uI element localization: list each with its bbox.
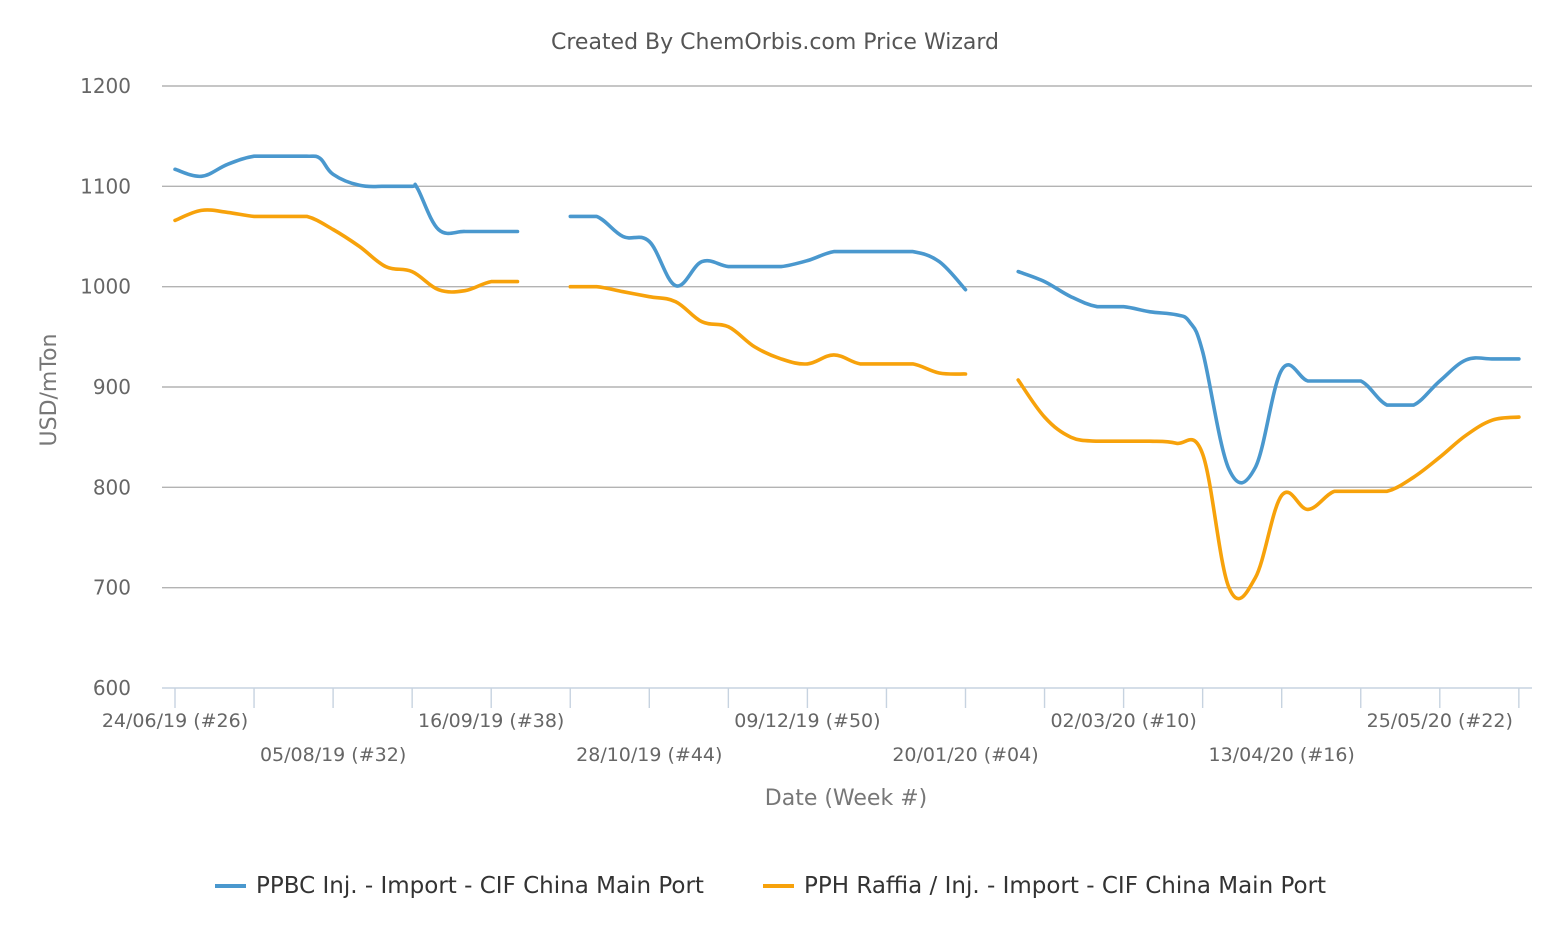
x-tick-label: 05/08/19 (#32)	[260, 744, 406, 766]
y-axis: 600 700 800 900 1000 1100 1200	[80, 74, 131, 700]
chart-title: Created By ChemOrbis.com Price Wizard	[551, 30, 999, 55]
x-tick-label: 24/06/19 (#26)	[102, 710, 248, 732]
y-tick-label: 1000	[80, 275, 131, 299]
legend-label-2: PPH Raffia / Inj. - Import - CIF China M…	[804, 873, 1326, 899]
y-tick-label: 1200	[80, 74, 131, 98]
series-1-line-segment-3	[1016, 269, 1521, 485]
x-tick-label: 02/03/20 (#10)	[1050, 710, 1196, 732]
x-axis: 24/06/19 (#26) 05/08/19 (#32) 16/09/19 (#3…	[102, 687, 1532, 766]
series-lines	[173, 154, 1521, 601]
y-axis-title: USD/mTon	[37, 334, 62, 447]
y-tick-label: 700	[93, 576, 131, 600]
series-2-line-segment-1	[173, 208, 520, 294]
y-tick-label: 800	[93, 475, 131, 499]
x-tick-label: 16/09/19 (#38)	[418, 710, 564, 732]
grid-lines	[162, 85, 1532, 589]
series-1-line-segment-1	[173, 154, 520, 236]
series-1-line-segment-2	[568, 214, 968, 292]
x-tick-label: 20/01/20 (#04)	[892, 744, 1038, 766]
x-axis-title: Date (Week #)	[765, 786, 927, 811]
y-tick-label: 1100	[80, 174, 131, 198]
x-tick-label: 28/10/19 (#44)	[576, 744, 722, 766]
x-tick-label: 09/12/19 (#50)	[734, 710, 880, 732]
x-tick-label: 13/04/20 (#16)	[1209, 744, 1355, 766]
y-tick-label: 600	[93, 676, 131, 700]
y-tick-label: 900	[93, 375, 131, 399]
series-2-line-segment-2	[568, 284, 968, 376]
series-2-line-segment-3	[1016, 378, 1521, 601]
x-tick-label: 25/05/20 (#22)	[1367, 710, 1513, 732]
legend: PPBC Inj. - Import - CIF China Main Port…	[215, 873, 1326, 899]
legend-label-1: PPBC Inj. - Import - CIF China Main Port	[256, 873, 704, 899]
